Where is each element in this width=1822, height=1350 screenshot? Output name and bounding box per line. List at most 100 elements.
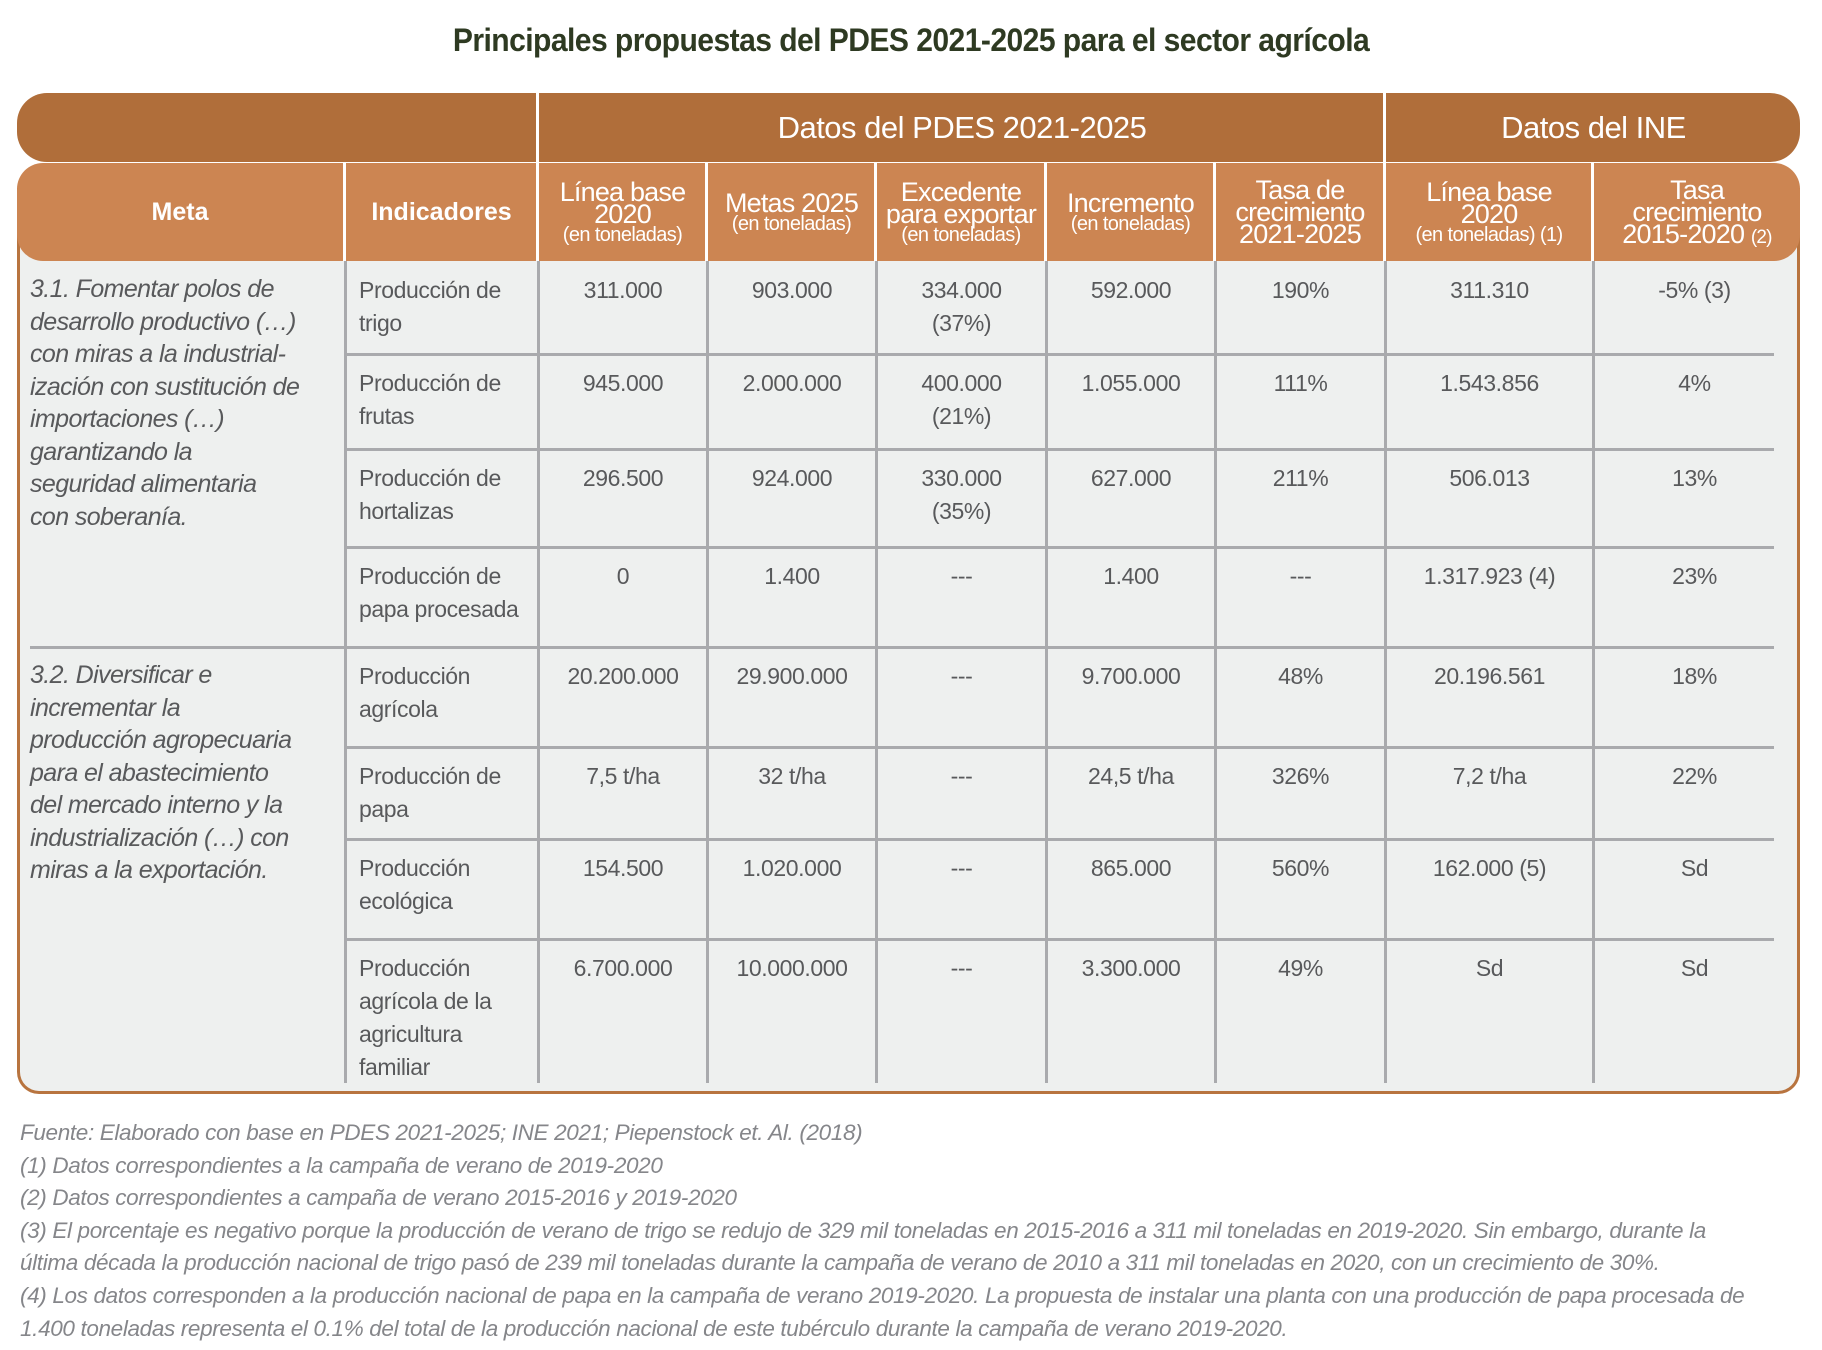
indicator-cell: Producción de papa procesada bbox=[359, 560, 532, 626]
table-cell-tasa: 560% bbox=[1271, 855, 1330, 881]
table-cell-metas: 10.000.000 bbox=[736, 955, 848, 981]
meta-line: con miras a la industrial- bbox=[30, 340, 286, 368]
indicator-cell: Producción agrícola bbox=[359, 660, 532, 726]
table-cell-ine-base: Sd bbox=[1475, 955, 1504, 981]
indicator-line: Producción de bbox=[359, 370, 501, 396]
cell-line: 334.000 bbox=[921, 277, 1002, 303]
footnote: (4) Los datos corresponden a la producci… bbox=[20, 1282, 1745, 1308]
table-cell-incremento: 24,5 t/ha bbox=[1088, 763, 1174, 789]
header-divider bbox=[343, 163, 346, 261]
table-cell-excedente: 400.000 (21%) bbox=[878, 367, 1045, 433]
meta-line: 3.2. Diversificar e bbox=[30, 661, 212, 689]
table-cell-tasa: 326% bbox=[1271, 763, 1330, 789]
indicator-cell: Producción de trigo bbox=[359, 274, 532, 340]
band-divider bbox=[1383, 93, 1386, 162]
col-header-metas-2025: Metas 2025 (en toneladas) bbox=[708, 163, 875, 261]
indicator-line: Producción bbox=[359, 955, 471, 981]
table-cell-tasa: 49% bbox=[1278, 955, 1323, 981]
header-line: Tasa de bbox=[1255, 174, 1346, 205]
header-line: 2020 bbox=[594, 198, 652, 229]
table-cell-linea-base: 154.500 bbox=[582, 855, 664, 881]
cell-line: 400.000 bbox=[921, 370, 1002, 396]
cell-line: 330.000 bbox=[921, 465, 1002, 491]
table-cell-ine-base: 162.000 (5) bbox=[1432, 855, 1547, 881]
table-cell-excedente: 330.000 (35%) bbox=[878, 462, 1045, 528]
header-unit: (en toneladas) (1) bbox=[1415, 223, 1563, 246]
indicator-line: Producción bbox=[359, 855, 471, 881]
header-line: Metas 2025 bbox=[724, 187, 859, 218]
meta-line: industrialización (…) con bbox=[30, 823, 289, 852]
header-divider bbox=[1213, 163, 1216, 261]
cell-line: --- bbox=[950, 763, 973, 789]
table-cell-excedente: 334.000 (37%) bbox=[878, 274, 1045, 340]
footnote: última década la producción nacional de … bbox=[20, 1250, 1660, 1276]
table-cell-ine-base: 7,2 t/ha bbox=[1452, 763, 1527, 789]
proposals-table: Datos del PDES 2021-2025 Datos del INE M… bbox=[17, 93, 1800, 1094]
header-line: Incremento bbox=[1066, 187, 1195, 218]
table-cell-tasa: 48% bbox=[1278, 663, 1323, 689]
col-header-indicadores: Indicadores bbox=[346, 163, 537, 261]
header-line: crecimiento bbox=[1235, 196, 1365, 227]
meta-line: miras a la exportación. bbox=[30, 856, 268, 884]
footnotes: Fuente: Elaborado con base en PDES 2021-… bbox=[20, 1117, 1810, 1345]
table-cell-metas: 1.400 bbox=[764, 563, 820, 589]
cell-line: --- bbox=[950, 855, 973, 881]
table-cell-tasa: 111% bbox=[1273, 370, 1328, 396]
grid-vline bbox=[1592, 261, 1595, 1083]
group-header-ine: Datos del INE bbox=[1501, 109, 1686, 145]
table-cell-excedente: --- bbox=[878, 852, 1045, 885]
header-divider bbox=[1383, 163, 1386, 261]
indicator-cell: Producción de papa bbox=[359, 760, 532, 826]
table-cell-ine-base: 1.317.923 (4) bbox=[1423, 563, 1556, 589]
indicator-cell: Producción de hortalizas bbox=[359, 462, 532, 528]
cell-line: (37%) bbox=[931, 310, 992, 336]
table-cell-linea-base: 296.500 bbox=[582, 465, 664, 491]
table-cell-incremento: 9.700.000 bbox=[1081, 663, 1181, 689]
footnote: (3) El porcentaje es negativo porque la … bbox=[20, 1217, 1706, 1243]
table-cell-tasa: 190% bbox=[1271, 277, 1330, 303]
indicator-line: papa bbox=[359, 796, 409, 822]
table-cell-linea-base: 6.700.000 bbox=[573, 955, 673, 981]
meta-line: importaciones (…) bbox=[30, 405, 225, 433]
table-cell-metas: 2.000.000 bbox=[742, 370, 842, 396]
meta-line: desarrollo productivo (…) bbox=[30, 307, 296, 336]
indicator-line: Producción de bbox=[359, 465, 501, 491]
col-header-linea-base: Línea base 2020 (en toneladas) bbox=[539, 163, 706, 261]
cell-line: --- bbox=[950, 563, 973, 589]
col-header-excedente: Excedente para exportar (en toneladas) bbox=[877, 163, 1045, 261]
table-cell-linea-base: 7,5 t/ha bbox=[586, 763, 660, 789]
indicator-line: agrícola bbox=[359, 696, 438, 722]
group-header-band bbox=[17, 93, 1800, 162]
meta-line: 3.1. Fomentar polos de bbox=[30, 275, 275, 303]
indicator-cell: Producción agrícola de la agricultura famil… bbox=[359, 952, 532, 1084]
table-cell-ine-base: 1.543.856 bbox=[1440, 370, 1539, 396]
table-cell-metas: 924.000 bbox=[751, 465, 833, 491]
table-cell-ine-base: 506.013 bbox=[1449, 465, 1530, 491]
table-cell-incremento: 1.055.000 bbox=[1081, 370, 1181, 396]
meta-line: seguridad alimentaria bbox=[30, 470, 257, 498]
grid-vline bbox=[344, 261, 347, 1083]
table-cell-incremento: 592.000 bbox=[1090, 277, 1172, 303]
cell-line: (35%) bbox=[931, 498, 992, 524]
table-cell-linea-base: 0 bbox=[616, 563, 630, 589]
header-divider bbox=[705, 163, 708, 261]
meta-cell: 3.1. Fomentar polos de desarrollo product… bbox=[30, 273, 335, 533]
indicator-line: ecológica bbox=[359, 888, 453, 914]
indicator-cell: Producción ecológica bbox=[359, 852, 532, 918]
indicator-line: hortalizas bbox=[359, 498, 454, 524]
table-cell-metas: 903.000 bbox=[751, 277, 833, 303]
indicator-line: papa procesada bbox=[359, 596, 519, 622]
table-cell-metas: 32 t/ha bbox=[758, 763, 826, 789]
table-cell-ine-tasa: Sd bbox=[1680, 955, 1709, 981]
cell-line: --- bbox=[950, 663, 973, 689]
header-unit: (en toneladas) bbox=[901, 223, 1021, 246]
indicator-line: Producción de bbox=[359, 763, 501, 789]
footnote: (2) Datos correspondientes a campaña de … bbox=[20, 1185, 737, 1211]
indicator-line: Producción bbox=[359, 663, 471, 689]
table-cell-incremento: 627.000 bbox=[1090, 465, 1172, 491]
table-cell-incremento: 3.300.000 bbox=[1081, 955, 1181, 981]
grid-hline bbox=[344, 938, 1774, 941]
grid-vline bbox=[706, 261, 709, 1083]
header-line: 2020 bbox=[1460, 198, 1519, 229]
footnote-source: Fuente: Elaborado con base en PDES 2021-… bbox=[20, 1120, 863, 1145]
